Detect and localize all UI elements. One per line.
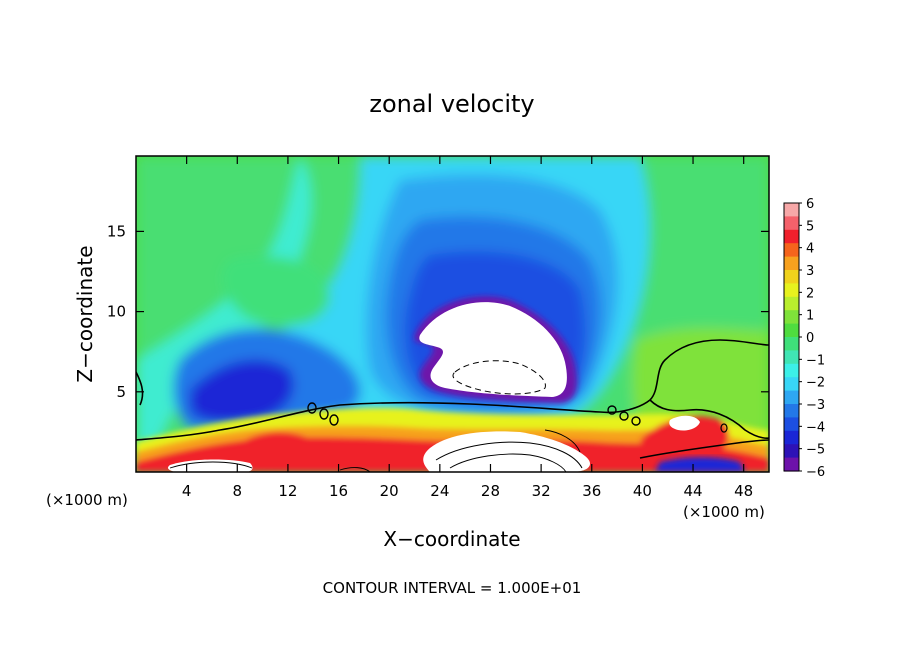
colorbar-swatch (784, 337, 799, 351)
colorbar-swatch (784, 310, 799, 325)
colorbar-tick-label: −1 (806, 353, 825, 368)
colorbar-tick-label: −2 (806, 376, 825, 391)
x-tick-label: 16 (329, 482, 348, 500)
x-tick-label: 40 (633, 482, 652, 500)
colorbar-swatch (784, 457, 799, 472)
colorbar-swatch (784, 243, 799, 258)
x-unit-label: (×1000 m) (683, 503, 765, 521)
x-tick-label: 24 (430, 482, 449, 500)
plot-frame (135, 155, 770, 473)
colorbar-swatch (784, 350, 799, 365)
y-tick-label: 15 (107, 222, 126, 240)
x-tick-label: 20 (380, 482, 399, 500)
contour-interval-note: CONTOUR INTERVAL = 1.000E+01 (323, 579, 582, 597)
contour-lines (136, 339, 769, 472)
x-tick-label: 32 (532, 482, 551, 500)
colorbar-tick-label: −4 (806, 420, 825, 435)
colorbar-tick-label: 5 (806, 219, 814, 234)
x-tick-label: 48 (734, 482, 753, 500)
colorbar-swatch (784, 377, 799, 392)
colorbar-swatch (784, 283, 799, 298)
x-axis: 4 8 12 16 20 24 28 32 36 40 44 48 (182, 156, 753, 500)
colorbar-swatch (784, 216, 799, 231)
x-tick-label: 44 (683, 482, 702, 500)
x-tick-label: 12 (278, 482, 297, 500)
colorbar-tick-label: −3 (806, 398, 825, 413)
colorbar-swatch (784, 444, 799, 459)
colorbar-swatch (784, 256, 799, 271)
colorbar-tick-label: 1 (806, 309, 814, 324)
colorbar-swatch (784, 417, 799, 432)
colorbar-swatch (784, 323, 799, 338)
x-axis-label: X−coordinate (383, 527, 520, 551)
x-tick-label: 4 (182, 482, 192, 500)
x-tick-label: 28 (481, 482, 500, 500)
x-tick-label: 36 (582, 482, 601, 500)
colorbar-swatch (784, 404, 799, 418)
colorbar-tick-label: −5 (806, 443, 825, 458)
colorbar-tick-label: 3 (806, 264, 814, 279)
colorbar-swatch (784, 430, 799, 445)
velocity-field (136, 156, 769, 472)
chart-title: zonal velocity (369, 90, 534, 118)
colorbar: 6 5 4 3 2 1 0 −1 −2 −3 −4 −5 −6 (783, 197, 825, 480)
y-tick-label: 10 (107, 303, 126, 321)
colorbar-swatch (784, 363, 799, 378)
colorbar-tick-label: 4 (806, 242, 814, 257)
colorbar-swatch (784, 229, 799, 244)
colorbar-tick-label: 6 (806, 197, 814, 212)
y-tick-label: 5 (116, 383, 126, 401)
colorbar-swatch (784, 296, 799, 311)
colorbar-swatch (784, 390, 799, 405)
y-axis: 5 10 15 (107, 222, 769, 401)
colorbar-tick-label: 0 (806, 331, 814, 346)
colorbar-swatch (784, 203, 799, 217)
colorbar-tick-label: 2 (806, 286, 814, 301)
colorbar-tick-label: −6 (806, 465, 825, 480)
x-tick-label: 8 (233, 482, 243, 500)
y-unit-label: (×1000 m) (46, 491, 128, 509)
y-axis-label: Z−coordinate (73, 245, 97, 382)
colorbar-swatch (784, 270, 799, 284)
